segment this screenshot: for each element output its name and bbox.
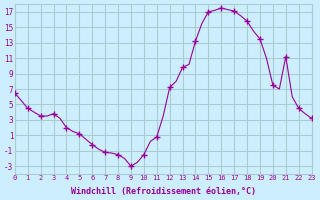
X-axis label: Windchill (Refroidissement éolien,°C): Windchill (Refroidissement éolien,°C): [71, 187, 256, 196]
